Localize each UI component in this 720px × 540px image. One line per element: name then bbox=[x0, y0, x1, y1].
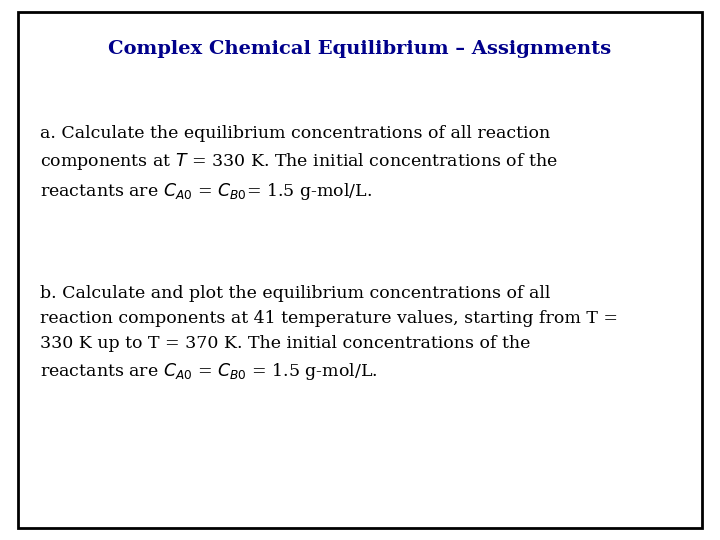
Text: b. Calculate and plot the equilibrium concentrations of all
reaction components : b. Calculate and plot the equilibrium co… bbox=[40, 285, 618, 382]
Text: a. Calculate the equilibrium concentrations of all reaction
components at $\math: a. Calculate the equilibrium concentrati… bbox=[40, 125, 558, 202]
Text: Complex Chemical Equilibrium – Assignments: Complex Chemical Equilibrium – Assignmen… bbox=[109, 40, 611, 58]
